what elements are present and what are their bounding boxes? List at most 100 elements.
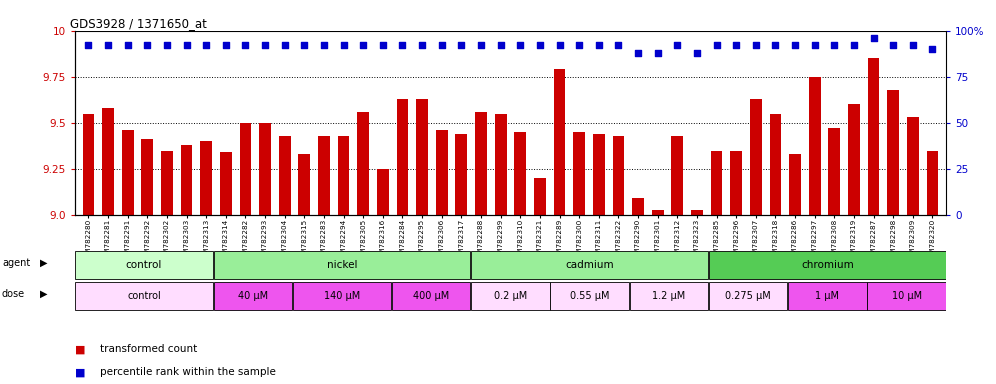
Bar bbox=[416, 99, 428, 215]
Point bbox=[787, 42, 803, 48]
Point bbox=[237, 42, 253, 48]
Bar bbox=[632, 199, 644, 215]
Bar bbox=[551, 282, 628, 310]
Bar bbox=[907, 118, 918, 215]
Bar bbox=[750, 99, 762, 215]
Bar bbox=[220, 152, 232, 215]
Point bbox=[453, 42, 469, 48]
Point bbox=[630, 50, 646, 56]
Point bbox=[356, 42, 372, 48]
Text: ■: ■ bbox=[75, 367, 86, 377]
Bar bbox=[887, 90, 899, 215]
Bar bbox=[436, 130, 447, 215]
Point bbox=[218, 42, 234, 48]
Point bbox=[924, 46, 940, 52]
Bar bbox=[671, 136, 683, 215]
Bar bbox=[259, 123, 271, 215]
Bar bbox=[180, 145, 192, 215]
Point bbox=[493, 42, 509, 48]
Text: ▶: ▶ bbox=[40, 258, 48, 268]
Text: 400 μM: 400 μM bbox=[413, 291, 449, 301]
Bar bbox=[770, 114, 781, 215]
Point bbox=[866, 35, 881, 41]
Point bbox=[316, 42, 332, 48]
Bar bbox=[475, 112, 487, 215]
Bar bbox=[161, 151, 173, 215]
Point bbox=[885, 42, 901, 48]
Point bbox=[101, 42, 117, 48]
Bar bbox=[554, 70, 566, 215]
Point bbox=[904, 42, 920, 48]
Text: 0.55 μM: 0.55 μM bbox=[570, 291, 610, 301]
Bar bbox=[279, 136, 291, 215]
Bar bbox=[358, 112, 370, 215]
Point bbox=[178, 42, 194, 48]
Text: chromium: chromium bbox=[801, 260, 854, 270]
Text: 40 μM: 40 μM bbox=[238, 291, 268, 301]
Text: 140 μM: 140 μM bbox=[324, 291, 361, 301]
Point bbox=[611, 42, 626, 48]
Bar bbox=[122, 130, 133, 215]
Point bbox=[198, 42, 214, 48]
Point bbox=[81, 42, 97, 48]
Point bbox=[394, 42, 410, 48]
Bar bbox=[495, 114, 507, 215]
Text: percentile rank within the sample: percentile rank within the sample bbox=[100, 367, 276, 377]
Text: agent: agent bbox=[2, 258, 30, 268]
Bar bbox=[711, 151, 722, 215]
Point bbox=[159, 42, 175, 48]
Text: ▶: ▶ bbox=[40, 289, 48, 299]
Bar bbox=[709, 282, 788, 310]
Bar bbox=[471, 282, 550, 310]
Point bbox=[257, 42, 273, 48]
Bar bbox=[629, 282, 708, 310]
Bar bbox=[318, 136, 330, 215]
Point bbox=[649, 50, 665, 56]
Text: GDS3928 / 1371650_at: GDS3928 / 1371650_at bbox=[71, 17, 207, 30]
Point bbox=[768, 42, 784, 48]
Point bbox=[374, 42, 390, 48]
Bar bbox=[75, 251, 213, 279]
Text: control: control bbox=[125, 260, 162, 270]
Text: control: control bbox=[127, 291, 161, 301]
Point bbox=[728, 42, 744, 48]
Bar bbox=[926, 151, 938, 215]
Bar bbox=[651, 210, 663, 215]
Text: 0.2 μM: 0.2 μM bbox=[494, 291, 527, 301]
Text: ■: ■ bbox=[75, 344, 86, 354]
Bar bbox=[214, 282, 292, 310]
Bar bbox=[376, 169, 388, 215]
Bar bbox=[240, 123, 251, 215]
Bar bbox=[709, 251, 946, 279]
Point bbox=[552, 42, 568, 48]
Text: transformed count: transformed count bbox=[100, 344, 197, 354]
Point bbox=[669, 42, 685, 48]
Bar bbox=[848, 104, 860, 215]
Bar bbox=[691, 210, 703, 215]
Bar bbox=[396, 99, 408, 215]
Bar bbox=[574, 132, 585, 215]
Point bbox=[591, 42, 607, 48]
Bar bbox=[293, 282, 391, 310]
Bar bbox=[141, 139, 153, 215]
Bar bbox=[613, 136, 624, 215]
Bar bbox=[200, 141, 212, 215]
Bar bbox=[788, 282, 867, 310]
Point bbox=[297, 42, 313, 48]
Bar bbox=[789, 154, 801, 215]
Bar bbox=[338, 136, 350, 215]
Point bbox=[807, 42, 823, 48]
Bar bbox=[471, 251, 708, 279]
Point bbox=[120, 42, 135, 48]
Point bbox=[473, 42, 489, 48]
Text: dose: dose bbox=[2, 289, 25, 299]
Text: nickel: nickel bbox=[327, 260, 358, 270]
Bar bbox=[392, 282, 470, 310]
Bar bbox=[534, 178, 546, 215]
Point bbox=[434, 42, 450, 48]
Text: cadmium: cadmium bbox=[566, 260, 614, 270]
Point bbox=[512, 42, 528, 48]
Bar bbox=[809, 77, 821, 215]
Point bbox=[532, 42, 548, 48]
Text: 0.275 μM: 0.275 μM bbox=[725, 291, 771, 301]
